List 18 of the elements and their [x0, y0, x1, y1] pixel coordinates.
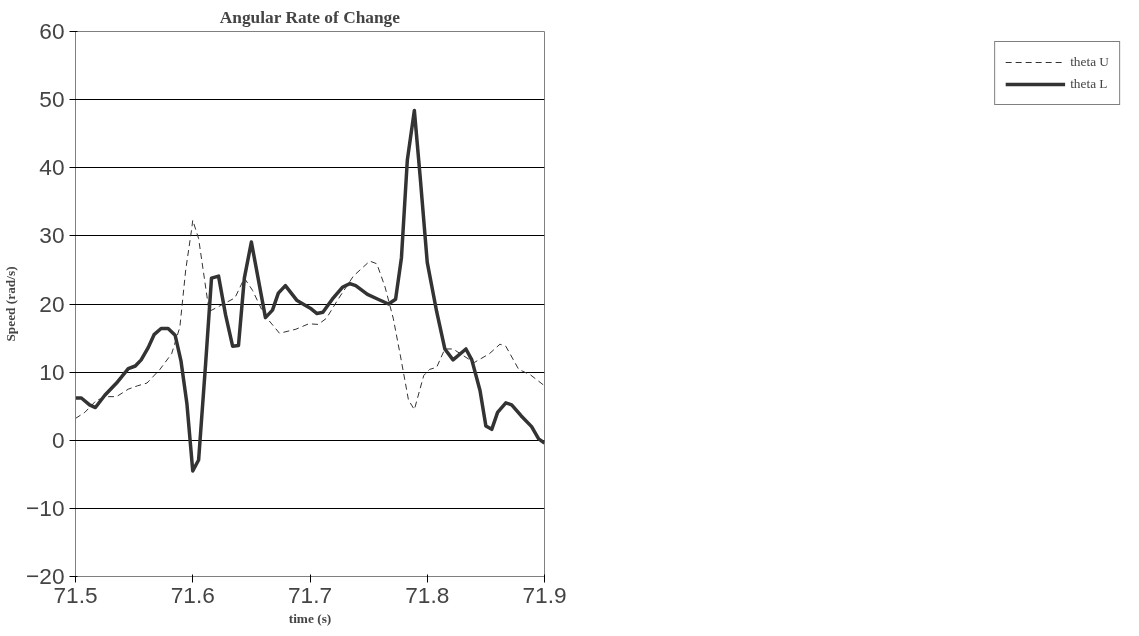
y-tick-label: 60: [39, 18, 65, 44]
y-tick-label: −10: [26, 494, 65, 521]
line-series: [75, 108, 545, 473]
y-tick-label: 0: [51, 426, 65, 453]
x-tick-label: 71.7: [287, 581, 333, 608]
x-tick-label: 71.8: [405, 581, 450, 608]
y-axis-title: Speed (rad/s): [3, 266, 19, 342]
y-tick-label: 30: [39, 222, 65, 249]
legend-label: theta L: [1070, 76, 1108, 92]
x-tick-label: 71.6: [170, 581, 215, 608]
y-tick-label: 40: [39, 154, 65, 181]
y-tick-label: 10: [39, 358, 65, 385]
legend-label: theta U: [1070, 54, 1109, 70]
y-tick-label: 20: [39, 290, 65, 317]
x-axis-title: time (s): [288, 610, 332, 626]
chart-title: Angular Rate of Change: [219, 7, 401, 27]
y-tick-label: 50: [39, 86, 65, 113]
x-tick-label: 71.9: [522, 581, 567, 608]
